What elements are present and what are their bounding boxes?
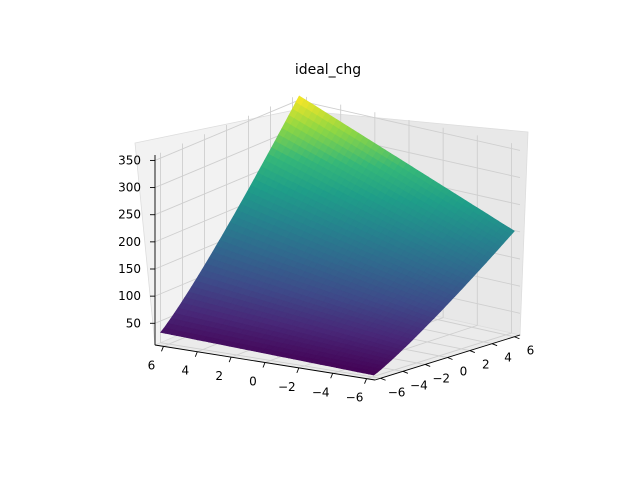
- side-grid-line-z: [154, 127, 299, 188]
- chart-title: ideal_chg: [294, 62, 362, 78]
- z-tick-label: 100: [118, 289, 141, 303]
- x-tick-mark: [364, 378, 367, 384]
- z-tick-label: 150: [118, 262, 141, 276]
- y-tick-mark: [514, 336, 520, 340]
- x-tick-label: −4: [312, 385, 330, 399]
- z-tick-label: 350: [118, 153, 141, 167]
- x-tick-mark: [296, 367, 300, 374]
- x-tick-label: −2: [278, 380, 296, 394]
- x-tick-mark: [330, 373, 334, 379]
- floor-grid-line-y: [160, 342, 381, 379]
- y-tick-mark: [491, 343, 498, 347]
- x-tick-mark: [194, 351, 198, 357]
- z-tick-label: 250: [118, 208, 141, 222]
- x-tick-mark: [228, 356, 232, 363]
- y-tick-mark: [469, 350, 475, 353]
- y-tick-label: −6: [388, 385, 406, 399]
- x-tick-mark: [262, 362, 266, 368]
- x-tick-mark: [161, 346, 164, 352]
- x-tick-label: 6: [148, 358, 156, 372]
- y-tick-label: −4: [410, 378, 428, 392]
- back-grid-line-z: [297, 99, 521, 151]
- z-tick-label: 200: [118, 235, 141, 249]
- x-tick-label: 4: [181, 364, 189, 378]
- axes: [150, 155, 521, 384]
- surface-mesh: [160, 95, 515, 376]
- y-tick-label: −2: [432, 371, 450, 385]
- y-tick-mark: [380, 377, 386, 381]
- y-tick-label: 0: [460, 365, 468, 379]
- y-tick-mark: [425, 364, 431, 367]
- z-tick-label: 50: [126, 316, 141, 330]
- x-tick-label: 0: [249, 375, 257, 389]
- y-tick-mark: [447, 357, 453, 360]
- surface-patch: [367, 370, 379, 376]
- x-tick-label: −6: [346, 391, 364, 405]
- side-grid-line-z: [154, 100, 299, 161]
- z-tick-label: 300: [118, 181, 141, 195]
- y-tick-label: 2: [482, 358, 490, 372]
- y-tick-label: 4: [504, 351, 512, 365]
- y-tick-label: 6: [527, 344, 535, 358]
- y-tick-mark: [402, 370, 409, 374]
- x-tick-label: 2: [215, 369, 223, 383]
